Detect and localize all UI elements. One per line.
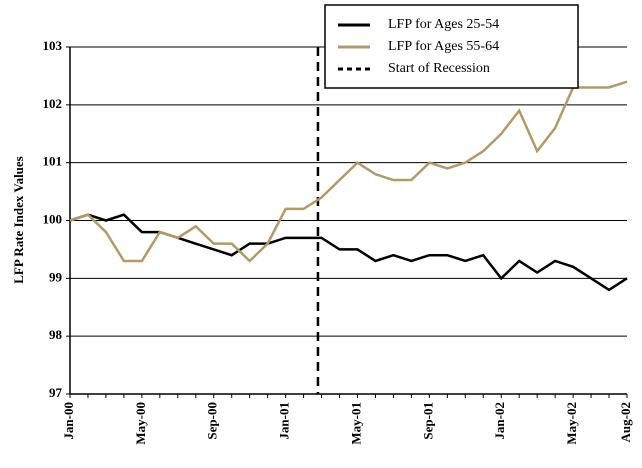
series-line bbox=[69, 80, 628, 263]
y-tick-label: 100 bbox=[43, 211, 63, 226]
legend-label: Start of Recession bbox=[388, 61, 490, 76]
y-tick-label: 102 bbox=[43, 96, 63, 111]
x-tick-label: Sep-01 bbox=[420, 402, 435, 440]
x-tick-label: Sep-00 bbox=[205, 402, 220, 440]
x-tick-label: May-02 bbox=[564, 402, 579, 445]
x-tick-label: Jan-02 bbox=[492, 402, 507, 440]
legend-label: LFP for Ages 55-64 bbox=[388, 39, 499, 54]
y-axis-label: LFP Rate Index Values bbox=[11, 156, 26, 284]
y-tick-label: 98 bbox=[49, 327, 63, 342]
y-tick-label: 97 bbox=[49, 385, 63, 400]
x-tick-label: May-01 bbox=[348, 402, 363, 445]
legend-label: LFP for Ages 25-54 bbox=[388, 17, 499, 32]
y-tick-label: 101 bbox=[43, 154, 63, 169]
y-tick-label: 99 bbox=[49, 269, 63, 284]
x-tick-label: May-00 bbox=[133, 402, 148, 445]
x-tick-label: Aug-02 bbox=[618, 402, 633, 442]
y-tick-label: 103 bbox=[43, 38, 63, 53]
legend: LFP for Ages 25-54 LFP for Ages 55-64 Star… bbox=[324, 4, 579, 89]
x-tick-label: Jan-00 bbox=[61, 402, 76, 440]
x-tick-label: Jan-01 bbox=[277, 402, 292, 440]
